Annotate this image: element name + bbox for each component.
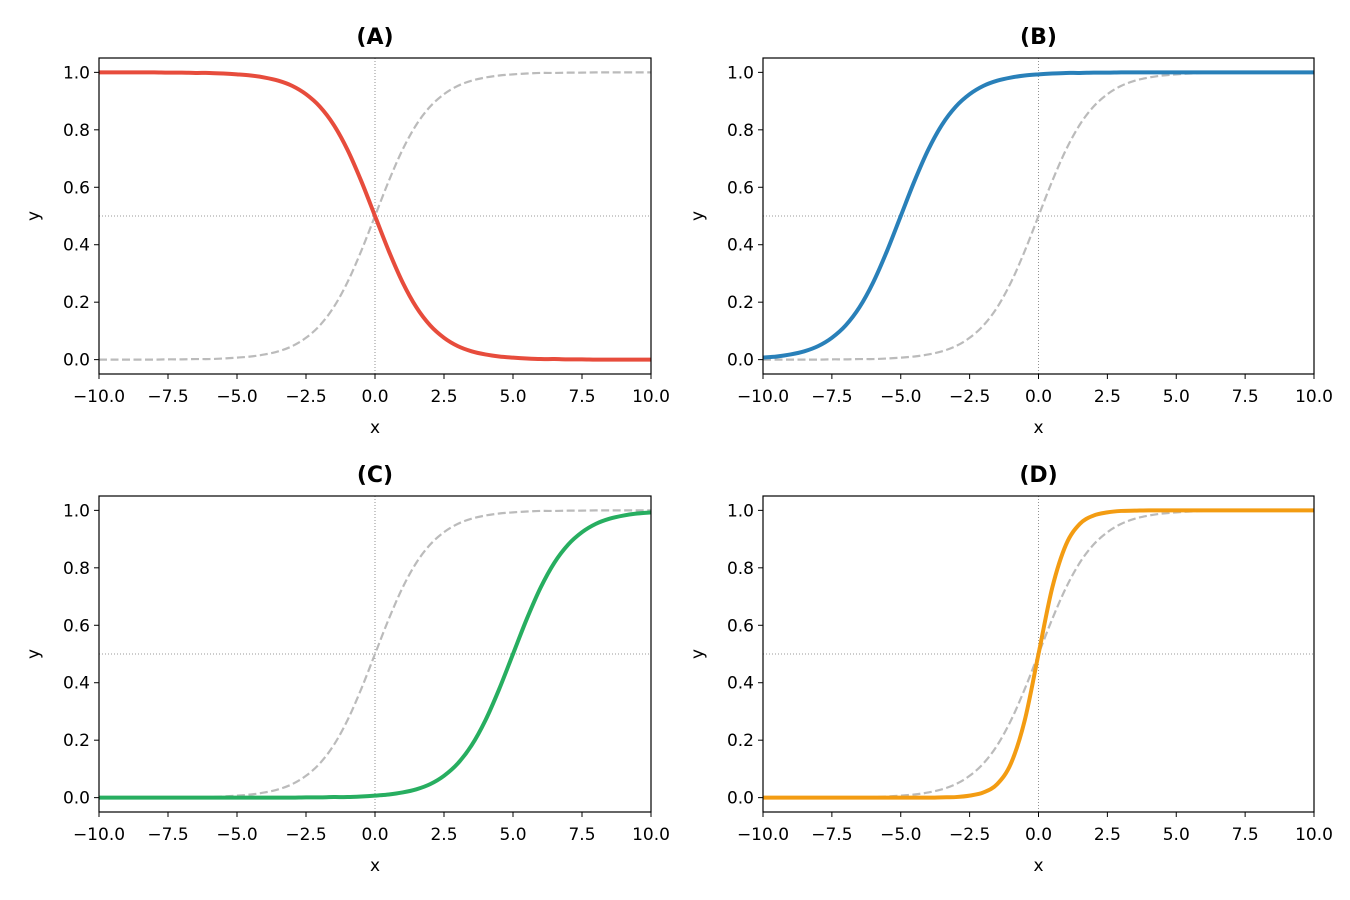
y-tick-label: 0.4 — [63, 236, 90, 256]
x-tick-label: −2.5 — [949, 387, 990, 407]
x-axis-label: x — [370, 856, 380, 876]
y-tick-label: 1.0 — [727, 501, 754, 521]
x-tick-label: 2.5 — [1094, 387, 1121, 407]
x-axis-label: x — [1033, 856, 1043, 876]
x-tick-label: −10.0 — [73, 825, 125, 845]
x-tick-label: −2.5 — [285, 387, 326, 407]
y-tick-label: 0.0 — [727, 789, 754, 809]
series-line-main — [99, 70, 651, 362]
y-tick-label: 0.0 — [727, 351, 754, 371]
x-tick-label: −10.0 — [737, 387, 789, 407]
x-tick-label: −5.0 — [880, 387, 921, 407]
y-tick-label: 0.2 — [63, 293, 90, 313]
y-axis-label: y — [688, 211, 708, 221]
x-tick-label: −2.5 — [285, 825, 326, 845]
y-tick-label: 0.6 — [63, 178, 90, 198]
y-tick-label: 0.6 — [727, 616, 754, 636]
y-tick-label: 0.4 — [63, 674, 90, 694]
subplot-d: −10.0 −7.5 −5.0 −2.5 0.0 2.5 5.0 7.5 10.0 0.0 0.2 0… — [688, 463, 1333, 876]
x-tick-label: −2.5 — [949, 825, 990, 845]
x-tick-label: 0.0 — [1025, 387, 1052, 407]
y-axis-label: y — [688, 649, 708, 659]
x-tick-label: −7.5 — [147, 825, 188, 845]
x-tick-label: −5.0 — [880, 825, 921, 845]
y-tick-label: 1.0 — [63, 63, 90, 83]
x-tick-label: 10.0 — [632, 387, 670, 407]
y-tick-label: 0.2 — [727, 293, 754, 313]
y-tick-label: 0.4 — [727, 674, 754, 694]
x-tick-label: 2.5 — [430, 387, 457, 407]
x-axis-label: x — [1033, 418, 1043, 438]
x-tick-label: 2.5 — [430, 825, 457, 845]
x-tick-label: 5.0 — [1163, 387, 1190, 407]
y-tick-label: 0.8 — [727, 559, 754, 579]
x-tick-label: 0.0 — [1025, 825, 1052, 845]
y-tick-label: 0.6 — [63, 616, 90, 636]
x-tick-label: 7.5 — [568, 387, 595, 407]
subplot-a: −10.0 −7.5 −5.0 −2.5 0.0 2.5 5.0 7.5 10.0 0.0 0.2 0… — [24, 25, 670, 438]
x-tick-label: −5.0 — [216, 387, 257, 407]
y-tick-label: 0.0 — [63, 789, 90, 809]
x-tick-label: 10.0 — [632, 825, 670, 845]
y-tick-label: 1.0 — [727, 63, 754, 83]
x-tick-label: 7.5 — [1232, 387, 1259, 407]
x-tick-label: −7.5 — [811, 825, 852, 845]
subplot-c: −10.0 −7.5 −5.0 −2.5 0.0 2.5 5.0 7.5 10.0 0.0 0.2 0… — [24, 463, 670, 876]
x-tick-label: 10.0 — [1295, 825, 1333, 845]
y-tick-label: 0.8 — [727, 121, 754, 141]
y-axis-label: y — [24, 649, 44, 659]
y-tick-label: 0.6 — [727, 178, 754, 198]
x-tick-label: 2.5 — [1094, 825, 1121, 845]
series-line-main — [762, 70, 1314, 360]
x-tick-label: 7.5 — [568, 825, 595, 845]
x-tick-label: 0.0 — [361, 387, 388, 407]
y-axis-label: y — [24, 211, 44, 221]
y-tick-label: 0.2 — [63, 731, 90, 751]
subplot-b: −10.0 −7.5 −5.0 −2.5 0.0 2.5 5.0 7.5 10.0 0.0 0.2 0… — [688, 25, 1333, 438]
y-tick-label: 0.8 — [63, 559, 90, 579]
subplot-title: (C) — [357, 463, 393, 488]
x-tick-label: −7.5 — [811, 387, 852, 407]
series-line-main — [762, 508, 1314, 800]
subplot-title: (A) — [356, 25, 393, 50]
subplot-title: (B) — [1020, 25, 1057, 50]
x-tick-label: 5.0 — [499, 387, 526, 407]
x-tick-label: 5.0 — [1163, 825, 1190, 845]
x-tick-label: −5.0 — [216, 825, 257, 845]
y-tick-label: 0.2 — [727, 731, 754, 751]
x-tick-label: 0.0 — [361, 825, 388, 845]
y-tick-label: 1.0 — [63, 501, 90, 521]
x-tick-label: −7.5 — [147, 387, 188, 407]
series-line-main — [98, 510, 652, 800]
x-tick-label: 10.0 — [1295, 387, 1333, 407]
x-axis-label: x — [370, 418, 380, 438]
y-tick-label: 0.4 — [727, 236, 754, 256]
x-tick-label: −10.0 — [73, 387, 125, 407]
y-tick-label: 0.8 — [63, 121, 90, 141]
subplot-title: (D) — [1019, 463, 1057, 488]
x-tick-label: 5.0 — [499, 825, 526, 845]
x-tick-label: −10.0 — [737, 825, 789, 845]
x-tick-label: 7.5 — [1232, 825, 1259, 845]
y-tick-label: 0.0 — [63, 351, 90, 371]
